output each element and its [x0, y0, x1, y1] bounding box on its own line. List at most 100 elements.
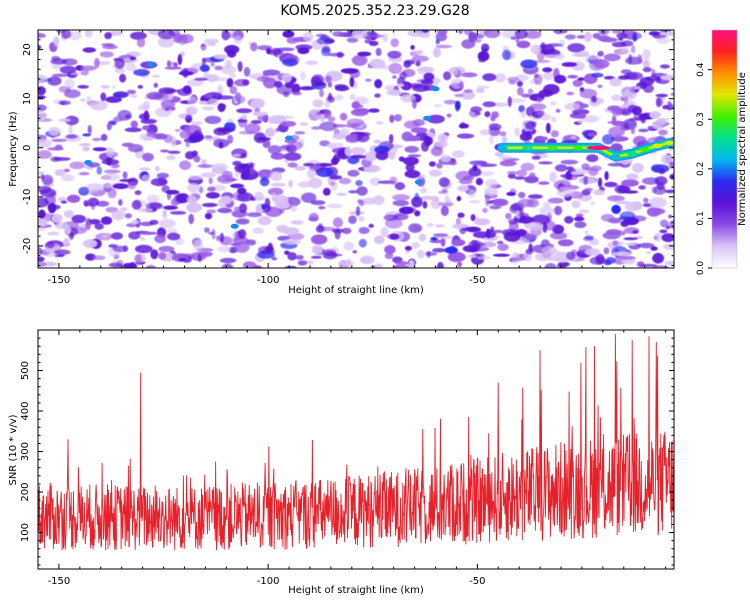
y-tick-label: 10	[22, 92, 33, 105]
noise-blob	[481, 43, 490, 52]
noise-blob	[334, 228, 341, 240]
noise-blob	[438, 202, 454, 207]
noise-blob	[374, 263, 384, 268]
noise-blob	[561, 62, 577, 67]
noise-blob	[374, 93, 381, 98]
noise-blob	[191, 121, 203, 125]
noise-blob	[466, 226, 481, 233]
noise-blob	[491, 102, 509, 107]
noise-blob	[410, 45, 415, 50]
noise-blob	[51, 138, 67, 142]
noise-blob	[489, 205, 502, 209]
noise-hotspot	[84, 160, 93, 165]
noise-blob	[206, 42, 217, 46]
signal-track-point	[610, 154, 621, 159]
noise-blob	[646, 207, 661, 217]
noise-blob	[643, 197, 649, 203]
noise-blob	[329, 175, 343, 180]
noise-blob	[484, 241, 496, 248]
noise-blob	[111, 232, 123, 240]
noise-blob	[325, 253, 343, 257]
noise-blob	[647, 125, 655, 130]
noise-blob	[219, 232, 225, 243]
noise-blob	[350, 154, 367, 159]
noise-blob	[538, 181, 550, 185]
noise-blob	[202, 202, 218, 208]
noise-blob	[653, 120, 667, 126]
noise-blob	[164, 66, 182, 70]
noise-blob	[402, 156, 419, 166]
noise-blob	[78, 143, 92, 147]
noise-blob	[352, 250, 357, 254]
noise-blob	[614, 184, 627, 194]
noise-blob	[267, 187, 284, 196]
noise-blob	[514, 176, 526, 180]
noise-blob	[319, 89, 324, 98]
noise-blob	[325, 75, 332, 84]
noise-blob	[456, 195, 462, 202]
noise-blob	[536, 97, 543, 103]
noise-blob	[187, 175, 203, 180]
noise-blob	[579, 50, 589, 56]
noise-blob	[641, 177, 660, 185]
noise-blob	[69, 31, 82, 41]
x-tick-label: -100	[257, 576, 280, 587]
noise-blob	[309, 212, 319, 221]
noise-blob	[440, 205, 449, 217]
noise-blob	[566, 166, 574, 171]
noise-blob	[156, 172, 169, 179]
noise-blob	[344, 146, 352, 157]
noise-blob	[256, 76, 269, 82]
noise-blob	[327, 81, 333, 88]
noise-blob	[146, 194, 160, 204]
noise-blob	[112, 183, 129, 190]
noise-blob	[437, 133, 449, 143]
signal-track-point	[572, 145, 583, 150]
noise-blob	[369, 40, 379, 47]
noise-blob	[227, 134, 234, 144]
noise-blob	[120, 207, 128, 212]
noise-hotspot	[431, 86, 440, 92]
noise-blob	[388, 63, 403, 74]
noise-blob	[276, 47, 295, 52]
noise-blob	[620, 47, 630, 55]
noise-blob	[470, 214, 476, 222]
noise-blob	[119, 178, 136, 183]
noise-blob	[150, 249, 159, 260]
noise-blob	[483, 30, 501, 39]
noise-blob	[501, 30, 519, 39]
noise-blob	[185, 139, 190, 148]
noise-blob	[404, 59, 415, 65]
noise-blob	[571, 200, 581, 209]
snr-y-ticks: 100 200 300 400 500	[20, 337, 674, 566]
noise-blob	[80, 98, 86, 103]
noise-blob	[611, 94, 622, 102]
noise-blob	[38, 104, 47, 112]
noise-blob	[642, 49, 651, 60]
noise-blob	[61, 174, 75, 182]
noise-blob	[639, 263, 658, 268]
noise-blob	[158, 87, 176, 95]
noise-blob	[54, 249, 71, 255]
noise-blob	[345, 259, 352, 268]
noise-blob	[592, 33, 601, 39]
noise-blob	[82, 47, 97, 53]
noise-blob	[42, 248, 59, 258]
colorbar-frame	[711, 29, 738, 269]
noise-blob	[488, 123, 502, 131]
noise-blob	[404, 169, 421, 179]
noise-blob	[166, 228, 178, 234]
noise-blob	[70, 72, 83, 76]
noise-blob	[407, 30, 424, 37]
noise-blob	[458, 30, 463, 35]
noise-blob	[140, 231, 158, 235]
colorbar-tick-label: 0.0	[696, 261, 706, 276]
noise-blob	[92, 137, 102, 142]
noise-blob	[266, 48, 272, 54]
noise-blob	[493, 229, 503, 234]
noise-blob	[262, 69, 281, 76]
noise-blob	[233, 206, 241, 211]
noise-blob	[229, 85, 237, 95]
noise-blob	[142, 136, 154, 141]
